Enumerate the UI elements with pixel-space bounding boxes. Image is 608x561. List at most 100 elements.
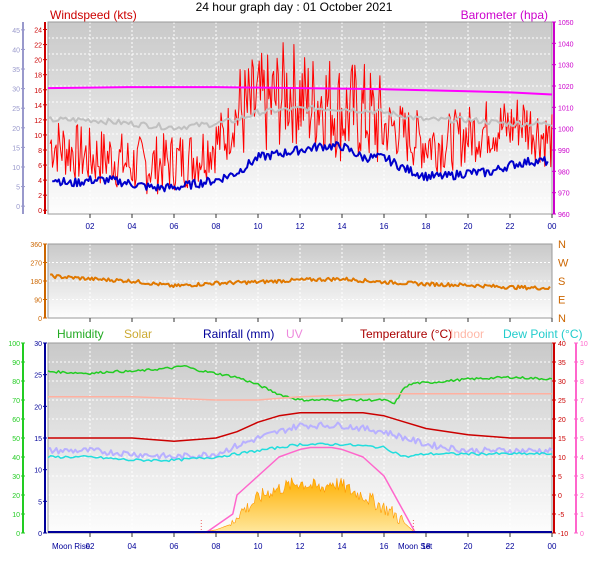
uv-tick-label: 8 (580, 379, 584, 386)
x-tick-label: 10 (254, 222, 263, 231)
uv-tick-label: 6 (580, 417, 584, 424)
legend-humidity: Humidity (57, 327, 104, 341)
hpa-tick-label: 990 (558, 148, 570, 155)
x-tick-label: 18 (422, 222, 431, 231)
x-tick-label: 08 (212, 222, 221, 231)
humidity-tick-label: 60 (12, 417, 20, 424)
average-wind-series (52, 141, 549, 193)
uv-tick-label: 2 (580, 493, 584, 500)
legend-rainfall: Rainfall (mm) (203, 327, 274, 341)
rain-tick-label: 25 (34, 373, 42, 380)
x-tick-label: 10 (254, 542, 263, 551)
compass-label: W (558, 258, 569, 270)
x-tick-label: 04 (128, 542, 137, 551)
windspeed-axis-label: Windspeed (kts) (50, 8, 137, 22)
uv-tick-label: 7 (580, 398, 584, 405)
temperature-tick-label: -10 (558, 531, 568, 538)
kts-outer-tick-label: 45 (12, 28, 20, 35)
gust-average-series (47, 104, 553, 131)
temperature-series (48, 411, 552, 442)
x-tick-label: 04 (128, 222, 137, 231)
kts-tick-label: 22 (34, 43, 42, 50)
kts-tick-label: 2 (38, 193, 42, 200)
windspeed-series (49, 42, 553, 195)
kts-tick-label: 0 (38, 208, 42, 215)
solar-area (194, 477, 417, 534)
legend-dew-point: Dew Point (°C) (503, 327, 582, 341)
kts-outer-tick-label: 20 (12, 126, 20, 133)
compass-label: N (558, 313, 566, 325)
x-tick-label: 22 (506, 542, 515, 551)
kts-tick-label: 12 (34, 118, 42, 125)
x-tick-label: 16 (380, 222, 389, 231)
lavender-series (47, 421, 553, 460)
humidity-tick-label: 10 (12, 512, 20, 519)
temperature-tick-label: 10 (558, 455, 566, 462)
compass-label: E (558, 295, 565, 307)
temperature-tick-label: 15 (558, 436, 566, 443)
uv-tick-label: 1 (580, 512, 584, 519)
x-tick-label: 22 (506, 222, 515, 231)
x-tick-label: 06 (170, 222, 179, 231)
barometer-axis-label: Barometer (hpa) (461, 8, 548, 22)
humidity-tick-label: 70 (12, 398, 20, 405)
rain-tick-label: 20 (34, 404, 42, 411)
humidity-tick-label: 50 (12, 436, 20, 443)
rain-tick-label: 30 (34, 341, 42, 348)
humidity-tick-label: 30 (12, 474, 20, 481)
x-tick-label: 06 (170, 542, 179, 551)
kts-tick-label: 10 (34, 133, 42, 140)
kts-tick-label: 6 (38, 163, 42, 170)
kts-tick-label: 8 (38, 148, 42, 155)
wind-direction-series (49, 273, 551, 291)
dew-point-series (47, 442, 553, 463)
kts-tick-label: 24 (34, 28, 42, 35)
uv-tick-label: 3 (580, 474, 584, 481)
temperature-tick-label: 0 (558, 493, 562, 500)
temperature-tick-label: 20 (558, 417, 566, 424)
rain-tick-label: 10 (34, 468, 42, 475)
x-tick-label: 20 (464, 542, 473, 551)
hpa-tick-label: 1050 (558, 20, 574, 27)
kts-tick-label: 18 (34, 73, 42, 80)
humidity-tick-label: 80 (12, 379, 20, 386)
kts-outer-tick-label: 30 (12, 87, 20, 94)
kts-tick-label: 16 (34, 88, 42, 95)
chart-title: 24 hour graph day : 01 October 2021 (196, 0, 393, 14)
rain-tick-label: 5 (38, 499, 42, 506)
hpa-tick-label: 960 (558, 212, 570, 219)
x-tick-label: 20 (464, 222, 473, 231)
uv-tick-label: 4 (580, 455, 584, 462)
humidity-series (47, 364, 553, 405)
hpa-tick-label: 1020 (558, 84, 574, 91)
kts-outer-tick-label: 35 (12, 67, 20, 74)
temperature-tick-label: 35 (558, 360, 566, 367)
uv-tick-label: 0 (580, 531, 584, 538)
temperature-tick-label: -5 (558, 512, 564, 519)
moon-set-label: Moon Set (398, 542, 433, 551)
humidity-tick-label: 90 (12, 360, 20, 367)
x-tick-label: 02 (86, 542, 95, 551)
temperature-tick-label: 5 (558, 474, 562, 481)
kts-outer-tick-label: 0 (16, 204, 20, 211)
humidity-tick-label: 100 (8, 341, 20, 348)
kts-outer-tick-label: 15 (12, 145, 20, 152)
x-tick-label: 16 (380, 542, 389, 551)
kts-outer-tick-label: 25 (12, 106, 20, 113)
uv-tick-label: 10 (580, 341, 588, 348)
x-tick-label: 18 (422, 542, 431, 551)
direction-tick-label: 0 (38, 316, 42, 323)
kts-outer-tick-label: 5 (16, 185, 20, 192)
direction-tick-label: 270 (30, 261, 42, 268)
humidity-tick-label: 40 (12, 455, 20, 462)
direction-tick-label: 90 (34, 298, 42, 305)
kts-outer-tick-label: 40 (12, 47, 20, 54)
humidity-tick-label: 20 (12, 493, 20, 500)
x-tick-label: 14 (338, 222, 347, 231)
rain-tick-label: 15 (34, 436, 42, 443)
uv-series (205, 446, 417, 534)
hpa-tick-label: 1030 (558, 63, 574, 70)
direction-tick-label: 360 (30, 242, 42, 249)
